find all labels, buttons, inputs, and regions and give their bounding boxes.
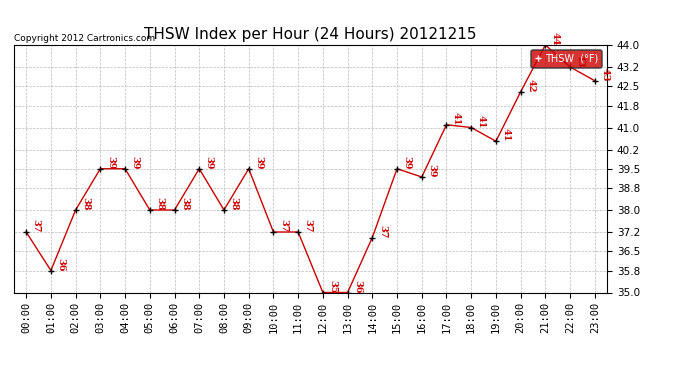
Text: 38: 38	[155, 197, 164, 211]
Text: 39: 39	[106, 156, 115, 170]
Text: 44: 44	[551, 32, 560, 46]
Text: 35: 35	[328, 280, 337, 293]
Text: 37: 37	[304, 219, 313, 232]
Text: 39: 39	[427, 164, 436, 178]
Text: 41: 41	[502, 129, 511, 142]
Text: 42: 42	[526, 79, 535, 92]
Text: 38: 38	[81, 197, 90, 211]
Text: 36: 36	[57, 258, 66, 271]
Legend: THSW  (°F): THSW (°F)	[531, 50, 602, 68]
Text: 37: 37	[279, 219, 288, 232]
Text: 38: 38	[180, 197, 189, 211]
Text: 36: 36	[353, 280, 362, 293]
Text: 39: 39	[254, 156, 264, 170]
Text: 37: 37	[32, 219, 41, 232]
Text: Copyright 2012 Cartronics.com: Copyright 2012 Cartronics.com	[14, 33, 155, 42]
Text: 41: 41	[452, 112, 461, 125]
Text: 39: 39	[130, 156, 139, 170]
Text: 39: 39	[402, 156, 412, 170]
Text: 41: 41	[477, 115, 486, 128]
Text: 43: 43	[600, 68, 609, 81]
Text: 39: 39	[205, 156, 214, 170]
Text: 43: 43	[575, 54, 584, 68]
Text: 38: 38	[230, 197, 239, 211]
Title: THSW Index per Hour (24 Hours) 20121215: THSW Index per Hour (24 Hours) 20121215	[144, 27, 477, 42]
Text: 37: 37	[378, 225, 387, 238]
